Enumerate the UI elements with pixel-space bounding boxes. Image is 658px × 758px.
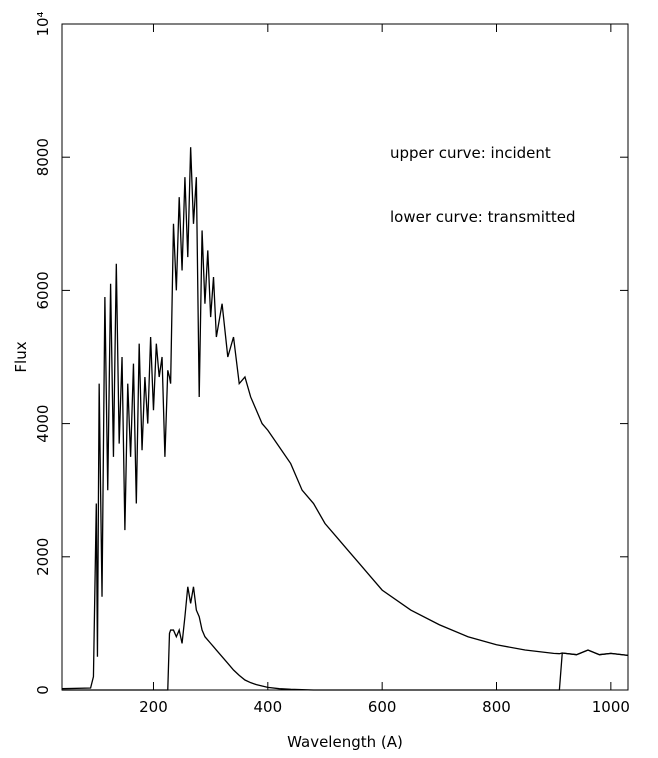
x-axis-label: Wavelength (A) [287,733,403,751]
x-tick-label: 400 [253,698,282,716]
y-tick-label: 0 [34,685,52,695]
annotation: upper curve: incident [390,144,551,162]
series-line [61,147,629,690]
series-line [62,586,629,691]
y-tick-label: 8000 [34,138,52,176]
x-tick-label: 200 [139,698,168,716]
annotation: lower curve: transmitted [390,208,575,226]
plot-frame [61,23,629,691]
y-tick-label: 10⁴ [34,11,52,36]
y-axis-label: Flux [12,341,30,372]
x-tick-label: 1000 [592,698,630,716]
y-tick-label: 6000 [34,271,52,309]
x-tick-label: 800 [482,698,511,716]
y-tick-label: 4000 [34,405,52,443]
y-tick-label: 2000 [34,538,52,576]
x-tick-label: 600 [368,698,397,716]
